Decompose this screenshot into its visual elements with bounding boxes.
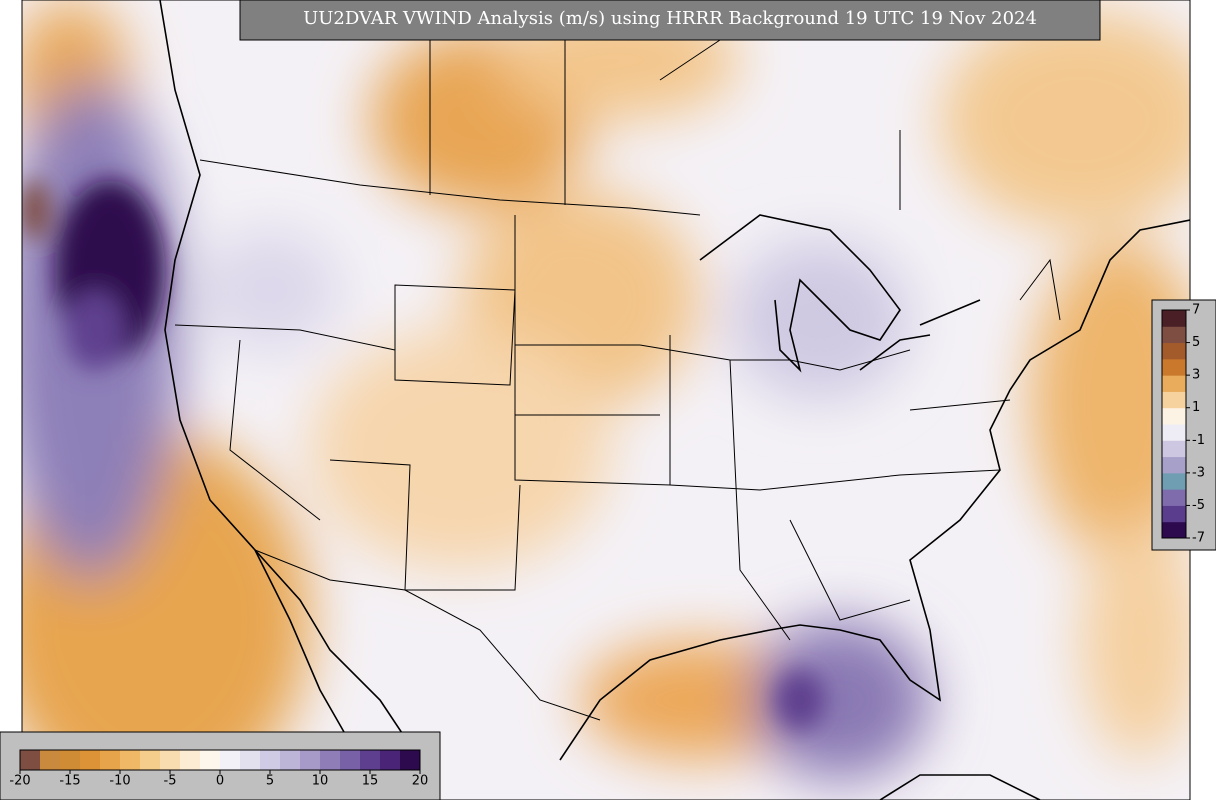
colorbar-main: -20 -15 -10 -5 0 5 10 15 20 [9,749,429,789]
colorbar-swatch [1162,375,1186,392]
colorbar-swatch [1162,521,1186,539]
colorbar-tick-label: -7 [1192,531,1205,546]
colorbar-swatch [1162,310,1186,327]
colorbar-tick-label: 0 [216,774,224,789]
colorbar-swatch [1162,456,1186,474]
colorbar-swatch [140,750,161,770]
colorbar-tick-label: -5 [164,774,177,789]
colorbar-swatch [360,750,381,770]
colorbar-tick-label: 15 [362,774,379,789]
colorbar-swatch [100,750,121,770]
colorbar-swatch [320,750,341,770]
colorbar-tick-label: -5 [1192,498,1205,513]
colorbar-swatch [300,750,321,770]
colorbar-swatch [400,750,421,770]
political-borders [174,0,1061,721]
colorbar-tick-label: 5 [266,774,274,789]
colorbar-tick-label: -1 [1192,433,1205,448]
colorbar-swatch [380,750,401,770]
colorbar-swatch [1162,326,1186,344]
colorbar-swatch [1162,407,1186,425]
colorbar-swatch [1162,505,1186,523]
colorbar-tick-label: -15 [59,774,80,789]
colorbar-swatch [1162,472,1186,490]
colorbar-swatch [340,750,361,770]
colorbar-swatch [200,750,221,770]
colorbar-tick-label: -10 [109,774,130,789]
colorbar-swatch [120,750,141,770]
colorbar-swatch [80,750,101,770]
colorbar-outline [1161,309,1187,539]
colorbar-tick-label: 20 [412,774,429,789]
colorbar-swatch [1162,391,1186,409]
colorbar-swatch [40,750,61,770]
colorbar-swatch [280,750,301,770]
colorbar-swatch [1162,424,1186,441]
colorbar-swatch [1162,440,1186,458]
colorbar-swatch [160,750,181,770]
colorbar-tick-label: 5 [1192,335,1200,350]
colorbar-swatch [1162,489,1186,506]
colorbar-swatch [60,750,81,770]
map-title: UU2DVAR VWIND Analysis (m/s) using HRRR … [303,8,1037,29]
colorbar-tick-label: -3 [1192,465,1205,480]
colorbar-tick-label: 7 [1192,303,1200,318]
colorbar-tick-label: 10 [312,774,329,789]
colorbar-swatch [240,750,261,770]
colorbar-tick-label: 3 [1192,368,1200,383]
colorbar-swatch [180,750,201,770]
colorbar-swatch [220,750,241,770]
colorbar-tick-label: 1 [1192,400,1200,415]
title-box [239,0,1101,41]
colorbar-swatch [1162,342,1186,360]
colorbar-tick-label: -20 [9,774,30,789]
colorbar-swatch [260,750,281,770]
colorbar-swatch [20,750,41,770]
colorbar-side: 7 5 3 1 -1 -3 -5 -7 [1161,303,1205,546]
colorbar-swatch [1162,358,1186,376]
